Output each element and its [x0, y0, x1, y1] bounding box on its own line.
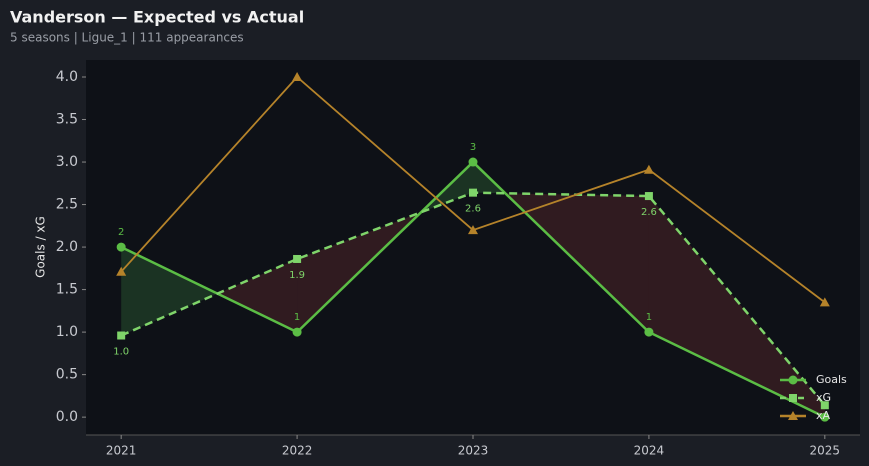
data-point [820, 401, 829, 410]
data-point [643, 164, 654, 174]
y-tick-label: 0.0 [56, 409, 78, 425]
legend-label: xG [816, 391, 831, 404]
data-point [644, 192, 653, 201]
data-point [820, 412, 830, 422]
legend-label: xA [816, 409, 831, 422]
data-label: 1.0 [113, 347, 129, 358]
chart-title: Vanderson — Expected vs Actual [10, 8, 304, 27]
y-tick-label: 2.0 [56, 239, 78, 255]
data-label: 1.9 [289, 270, 305, 281]
y-tick-label: 4.0 [56, 69, 78, 85]
y-axis-label: Goals / xG [34, 216, 48, 278]
y-tick-label: 1.0 [56, 324, 78, 340]
legend-label: Goals [816, 373, 847, 386]
y-tick-label: 0.5 [56, 367, 78, 383]
y-tick-label: 1.5 [56, 282, 78, 298]
data-point [293, 254, 302, 263]
data-label: 2.6 [465, 204, 481, 215]
chart-subtitle: 5 seasons | Ligue_1 | 111 appearances [10, 31, 244, 45]
x-tick-label: 2023 [458, 444, 489, 458]
legend-marker [788, 375, 798, 385]
legend-marker [789, 394, 797, 402]
legend-marker [788, 411, 798, 420]
data-point [292, 72, 303, 82]
data-point [116, 266, 127, 276]
y-tick-label: 3.0 [56, 154, 78, 170]
difference-fill [648, 196, 825, 418]
data-label: 3 [470, 142, 476, 153]
data-point [468, 157, 478, 167]
x-tick-label: 2025 [810, 444, 841, 458]
data-label: 1 [646, 312, 652, 323]
data-label: 2 [118, 227, 124, 238]
data-point [644, 327, 654, 337]
data-point [819, 297, 830, 307]
data-point [117, 331, 126, 340]
data-label: 1 [294, 312, 300, 323]
data-point [469, 188, 477, 197]
x-tick-label: 2021 [106, 444, 137, 458]
y-tick-label: 2.5 [56, 197, 78, 213]
y-tick-label: 3.5 [56, 112, 78, 128]
data-label: 2.6 [641, 207, 657, 218]
x-tick-label: 2024 [634, 444, 665, 458]
difference-fill [217, 258, 298, 333]
data-point [116, 242, 126, 252]
data-point [468, 225, 478, 235]
difference-fill [121, 247, 218, 336]
x-tick-label: 2022 [282, 444, 313, 458]
data-point [292, 327, 302, 337]
